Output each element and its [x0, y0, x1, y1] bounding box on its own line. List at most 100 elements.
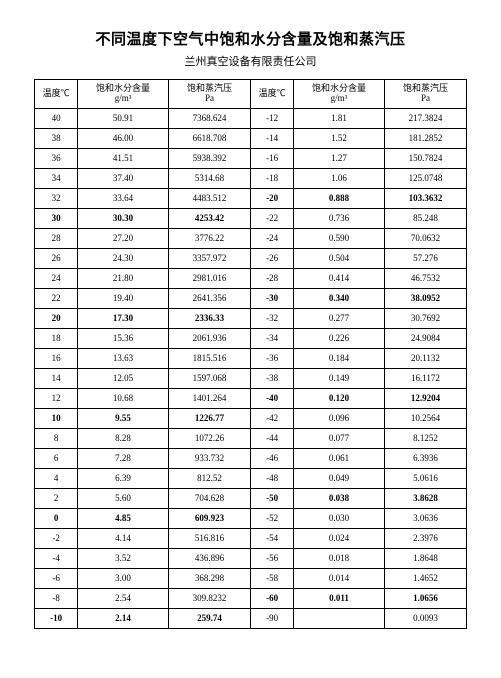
table-cell: -52 [250, 509, 293, 529]
table-cell: 1.81 [294, 109, 385, 129]
table-cell: 1.06 [294, 169, 385, 189]
table-cell: 24.30 [78, 249, 169, 269]
table-cell: 10.2564 [384, 409, 466, 429]
table-cell: -42 [250, 409, 293, 429]
table-cell: 32 [35, 189, 78, 209]
data-table: 温度℃ 饱和水分含量g/m³ 饱和蒸汽压Pa 温度℃ 饱和水分含量g/m³ 饱和… [34, 79, 467, 629]
table-cell: 0.096 [294, 409, 385, 429]
table-row: -24.14516.816-540.0242.3976 [35, 529, 467, 549]
table-cell: 4.85 [78, 509, 169, 529]
table-cell: 3.00 [78, 569, 169, 589]
header-water-2: 饱和水分含量g/m³ [294, 80, 385, 109]
table-cell: 5938.392 [168, 149, 250, 169]
table-cell: 41.51 [78, 149, 169, 169]
table-cell: 27.20 [78, 229, 169, 249]
table-cell: -20 [250, 189, 293, 209]
table-cell: 2.3976 [384, 529, 466, 549]
table-cell: 16.1172 [384, 369, 466, 389]
table-cell: 6.39 [78, 469, 169, 489]
table-cell: 8.1252 [384, 429, 466, 449]
table-cell: 2.14 [78, 609, 169, 629]
table-cell: 0.504 [294, 249, 385, 269]
table-row: 1210.681401.264-400.12012.9204 [35, 389, 467, 409]
table-cell: 933.732 [168, 449, 250, 469]
table-cell: 3776.22 [168, 229, 250, 249]
table-cell: 6 [35, 449, 78, 469]
table-cell: 7368.624 [168, 109, 250, 129]
table-cell: 30.7692 [384, 309, 466, 329]
table-cell: 1401.264 [168, 389, 250, 409]
table-row: 2017.302336.33-320.27730.7692 [35, 309, 467, 329]
table-cell: 1072.26 [168, 429, 250, 449]
table-cell: 3.0636 [384, 509, 466, 529]
table-cell: 5314.68 [168, 169, 250, 189]
table-cell: 10.68 [78, 389, 169, 409]
table-cell: 516.816 [168, 529, 250, 549]
table-header-row: 温度℃ 饱和水分含量g/m³ 饱和蒸汽压Pa 温度℃ 饱和水分含量g/m³ 饱和… [35, 80, 467, 109]
table-cell: 2981.016 [168, 269, 250, 289]
table-cell: 0.077 [294, 429, 385, 449]
table-cell: 46.7532 [384, 269, 466, 289]
table-cell: 0.024 [294, 529, 385, 549]
table-cell: 0.184 [294, 349, 385, 369]
table-cell: 8.28 [78, 429, 169, 449]
table-cell: -14 [250, 129, 293, 149]
table-row: 2624.303357.972-260.50457.276 [35, 249, 467, 269]
table-row: -82.54309.8232-600.0111.0656 [35, 589, 467, 609]
table-cell: 0.414 [294, 269, 385, 289]
table-cell: 0.049 [294, 469, 385, 489]
table-row: 67.28933.732-460.0616.3936 [35, 449, 467, 469]
table-cell: 1.27 [294, 149, 385, 169]
header-temp-1: 温度℃ [35, 80, 78, 109]
table-cell: -34 [250, 329, 293, 349]
table-cell: -30 [250, 289, 293, 309]
table-cell: 217.3824 [384, 109, 466, 129]
table-cell: 12.05 [78, 369, 169, 389]
header-temp-2: 温度℃ [250, 80, 293, 109]
table-row: 2421.802981.016-280.41446.7532 [35, 269, 467, 289]
table-cell: -90 [250, 609, 293, 629]
table-cell: -16 [250, 149, 293, 169]
table-row: 3030.304253.42-220.73685.248 [35, 209, 467, 229]
table-cell: -56 [250, 549, 293, 569]
table-cell: 1815.516 [168, 349, 250, 369]
header-water-1: 饱和水分含量g/m³ [78, 80, 169, 109]
table-cell: 103.3632 [384, 189, 466, 209]
table-cell: 57.276 [384, 249, 466, 269]
table-cell [294, 609, 385, 629]
table-cell: 0.018 [294, 549, 385, 569]
table-cell: -32 [250, 309, 293, 329]
table-cell: -50 [250, 489, 293, 509]
table-cell: -46 [250, 449, 293, 469]
table-cell: 18 [35, 329, 78, 349]
table-row: 3233.644483.512-200.888103.3632 [35, 189, 467, 209]
table-cell: -22 [250, 209, 293, 229]
table-cell: 309.8232 [168, 589, 250, 609]
table-row: 4050.917368.624-121.81217.3824 [35, 109, 467, 129]
table-cell: 1597.068 [168, 369, 250, 389]
table-cell: 16 [35, 349, 78, 369]
table-row: 25.60704.628-500.0383.8628 [35, 489, 467, 509]
table-cell: 20.1132 [384, 349, 466, 369]
table-cell: 30.30 [78, 209, 169, 229]
table-cell: 19.40 [78, 289, 169, 309]
table-cell: 17.30 [78, 309, 169, 329]
table-row: 04.85609.923-520.0303.0636 [35, 509, 467, 529]
table-cell: 33.64 [78, 189, 169, 209]
table-cell: 10 [35, 409, 78, 429]
table-cell: 1226.77 [168, 409, 250, 429]
table-cell: 2641.356 [168, 289, 250, 309]
table-cell: 0.149 [294, 369, 385, 389]
table-cell: 259.74 [168, 609, 250, 629]
table-cell: -12 [250, 109, 293, 129]
table-cell: -58 [250, 569, 293, 589]
table-cell: 3.8628 [384, 489, 466, 509]
table-cell: -18 [250, 169, 293, 189]
table-cell: 181.2852 [384, 129, 466, 149]
table-cell: 0.888 [294, 189, 385, 209]
table-cell: 15.36 [78, 329, 169, 349]
table-cell: 4.14 [78, 529, 169, 549]
table-cell: 13.63 [78, 349, 169, 369]
table-cell: -24 [250, 229, 293, 249]
table-cell: 12 [35, 389, 78, 409]
